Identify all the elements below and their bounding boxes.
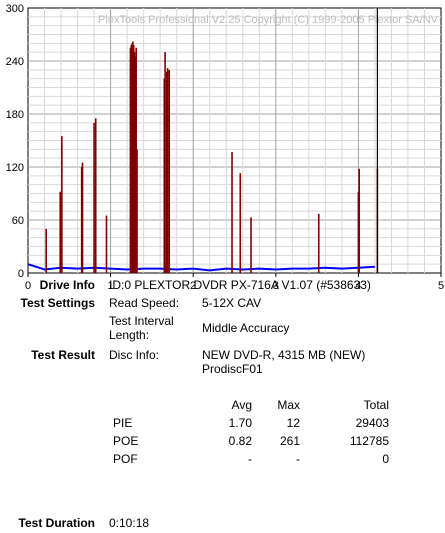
poe-row-name: POE <box>113 434 139 448</box>
pof-total: 0 <box>382 452 389 466</box>
pof-max: - <box>296 452 300 466</box>
avg-header: Avg <box>231 398 252 412</box>
pie-row-name: PIE <box>113 416 133 430</box>
total-header: Total <box>363 398 389 412</box>
grid-lines <box>28 8 441 273</box>
test-result-label: Test Result <box>31 348 95 362</box>
pie-max: 12 <box>286 416 300 430</box>
max-header: Max <box>277 398 300 412</box>
chart-title: PlexTools Professional V2.25 Copyright (… <box>98 14 439 26</box>
series-line-blue <box>27 263 375 272</box>
test-duration-label: Test Duration <box>18 516 95 530</box>
x-tick-label: 2 <box>190 280 196 292</box>
error-chart: 0 60 120 180 240 300 0 1 2 3 4 5 PlexTools Profess… <box>6 3 444 292</box>
y-axis-ticks: 0 60 120 180 240 300 <box>6 3 24 280</box>
pie-total: 29403 <box>355 416 389 430</box>
read-speed-label: Read Speed: <box>109 296 180 310</box>
y-tick-label: 60 <box>12 215 24 227</box>
poe-avg: 0.82 <box>228 434 252 448</box>
poe-max: 261 <box>279 434 300 448</box>
pof-row-name: POF <box>113 452 138 466</box>
x-axis-ticks: 0 1 2 3 4 5 <box>25 273 444 292</box>
interval-label-line2: Length: <box>109 328 150 342</box>
y-tick-label: 120 <box>6 162 24 174</box>
x-tick-label: 4 <box>355 280 361 292</box>
test-duration-value: 0:10:18 <box>109 516 150 530</box>
interval-label-line1: Test Interval <box>109 314 174 328</box>
test-settings-label: Test Settings <box>20 296 95 310</box>
interval-value: Middle Accuracy <box>202 321 290 335</box>
x-tick-label: 1 <box>108 280 114 292</box>
read-speed-value: 5-12X CAV <box>202 296 262 310</box>
y-tick-label: 240 <box>6 56 24 68</box>
x-tick-label: 0 <box>25 280 31 292</box>
disc-info-line2: ProdiscF01 <box>202 362 263 376</box>
x-tick-label: 3 <box>273 280 279 292</box>
x-tick-label: 5 <box>438 280 444 292</box>
pof-avg: - <box>248 452 252 466</box>
disc-info-label: Disc Info: <box>109 348 160 362</box>
data-marks <box>27 8 379 273</box>
poe-total: 112785 <box>349 434 389 448</box>
y-tick-label: 0 <box>18 268 24 280</box>
y-tick-label: 300 <box>6 3 24 15</box>
y-tick-label: 180 <box>6 109 24 121</box>
drive-info-value: ID:0 PLEXTOR DVDR PX-716A V1.07 (#538633… <box>109 278 371 292</box>
pie-avg: 1.70 <box>228 416 252 430</box>
disc-info-line1: NEW DVD-R, 4315 MB (NEW) <box>202 348 366 362</box>
drive-info-label: Drive Info <box>39 278 95 292</box>
